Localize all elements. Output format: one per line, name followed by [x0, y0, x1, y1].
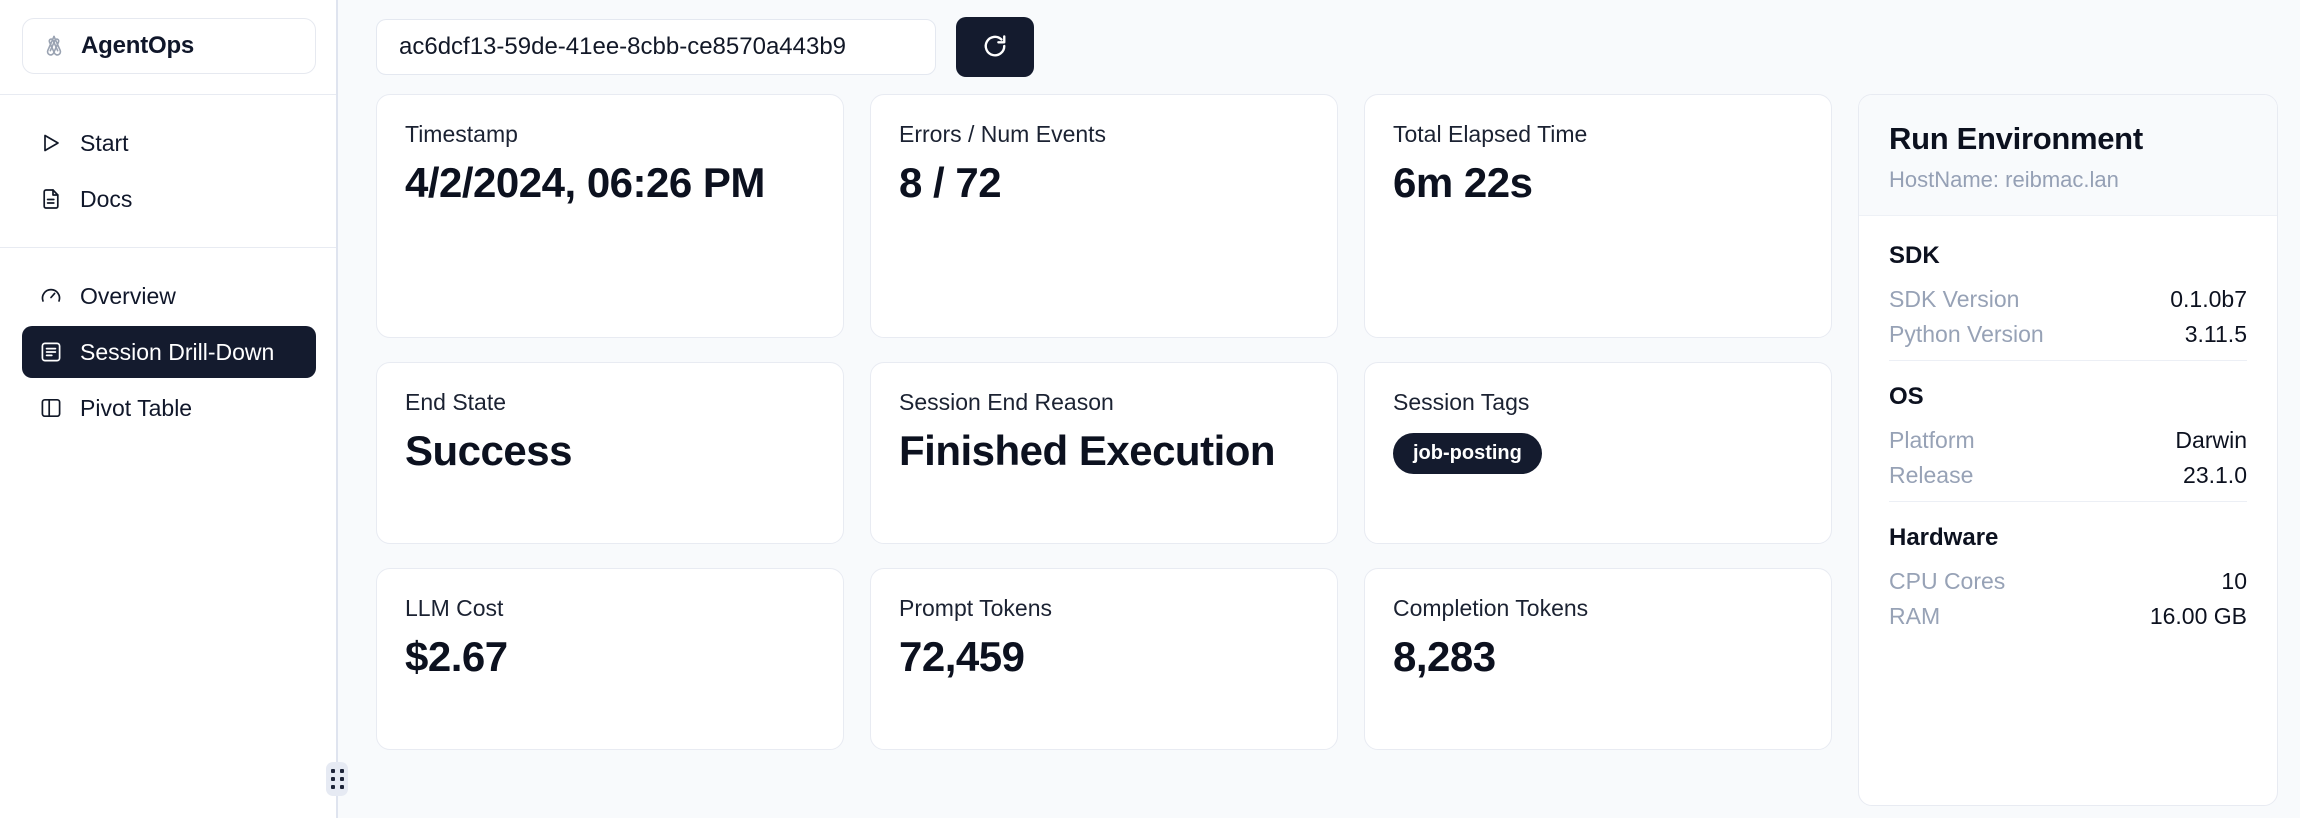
env-value: 16.00 GB	[2149, 603, 2247, 629]
card-value: 8,283	[1393, 632, 1496, 680]
card-row-2: End State Success Session End Reason Fin…	[376, 362, 1832, 544]
env-section-sdk: SDK SDK Version 0.1.0b7 Python Version 3…	[1889, 220, 2247, 360]
card-label: LLM Cost	[405, 595, 504, 621]
sidebar-item-label: Start	[80, 129, 129, 156]
env-key: Release	[1889, 462, 1974, 488]
env-key: CPU Cores	[1889, 568, 2006, 594]
sidebar-divider-mid	[0, 247, 338, 248]
brand-logo-button[interactable]: AgentOps	[22, 18, 316, 74]
card-label: Errors / Num Events	[899, 121, 1107, 147]
card-label: Session Tags	[1393, 389, 1530, 415]
card-end-state: End State Success	[376, 362, 844, 544]
card-label: Session End Reason	[899, 389, 1114, 415]
grip-dots-icon	[330, 769, 344, 789]
brand-container: AgentOps	[0, 0, 338, 74]
env-row: RAM 16.00 GB	[1889, 599, 2247, 634]
brand-name: AgentOps	[81, 32, 195, 59]
sidebar-resize-grip[interactable]	[326, 762, 348, 796]
card-row-1: Timestamp 4/2/2024, 06:26 PM Errors / Nu…	[376, 94, 1832, 338]
env-key: Python Version	[1889, 321, 2044, 347]
card-session-tags: Session Tags job-posting	[1364, 362, 1832, 544]
paperclips-logo-icon	[41, 33, 67, 59]
toolbar	[376, 14, 2278, 80]
env-key: SDK Version	[1889, 286, 2020, 312]
card-total-elapsed-time: Total Elapsed Time 6m 22s	[1364, 94, 1832, 338]
sidebar-item-session-drill-down[interactable]: Session Drill-Down	[22, 326, 316, 378]
sidebar-item-docs[interactable]: Docs	[22, 173, 316, 225]
env-row: Platform Darwin	[1889, 423, 2247, 458]
refresh-cw-icon	[980, 31, 1010, 64]
content-area: Timestamp 4/2/2024, 06:26 PM Errors / Nu…	[376, 80, 2278, 818]
run-environment-title: Run Environment	[1889, 121, 2143, 156]
env-section-title: SDK	[1889, 242, 1940, 269]
card-label: End State	[405, 389, 507, 415]
card-label: Total Elapsed Time	[1393, 121, 1588, 147]
play-triangle-icon	[38, 130, 64, 156]
session-id-input[interactable]	[376, 19, 936, 75]
sidebar-item-start[interactable]: Start	[22, 117, 316, 169]
env-value: 0.1.0b7	[2170, 286, 2247, 312]
env-key: RAM	[1889, 603, 1941, 629]
card-timestamp: Timestamp 4/2/2024, 06:26 PM	[376, 94, 844, 338]
card-completion-tokens: Completion Tokens 8,283	[1364, 568, 1832, 750]
refresh-button[interactable]	[956, 17, 1034, 77]
card-session-end-reason: Session End Reason Finished Execution	[870, 362, 1338, 544]
gauge-icon	[38, 283, 64, 309]
panel-split-icon	[38, 395, 64, 421]
run-environment-hostname: HostName: reibmac.lan	[1889, 167, 2119, 192]
env-value: Darwin	[2175, 427, 2247, 453]
env-value: 3.11.5	[2184, 321, 2247, 347]
card-label: Timestamp	[405, 121, 518, 147]
card-row-3: LLM Cost $2.67 Prompt Tokens 72,459 Comp…	[376, 568, 1832, 750]
env-key: Platform	[1889, 427, 1975, 453]
env-section-title: Hardware	[1889, 524, 1999, 551]
sidebar-item-label: Overview	[80, 282, 176, 309]
document-text-icon	[38, 186, 64, 212]
tag-list: job-posting	[1393, 432, 1803, 474]
nav-group-primary: Start Docs	[0, 95, 338, 225]
env-section-os: OS Platform Darwin Release 23.1.0	[1889, 360, 2247, 501]
env-value: 10	[2221, 568, 2247, 594]
run-environment-body: SDK SDK Version 0.1.0b7 Python Version 3…	[1859, 216, 2277, 666]
card-label: Completion Tokens	[1393, 595, 1589, 621]
list-square-icon	[38, 339, 64, 365]
env-value: 23.1.0	[2183, 462, 2247, 488]
sidebar-item-overview[interactable]: Overview	[22, 270, 316, 322]
sidebar-divider-top	[0, 94, 338, 95]
card-value: $2.67	[405, 632, 508, 680]
sidebar: AgentOps Start Docs	[0, 0, 348, 818]
env-row: SDK Version 0.1.0b7	[1889, 282, 2247, 317]
env-row: CPU Cores 10	[1889, 564, 2247, 599]
sidebar-item-label: Docs	[80, 185, 133, 212]
env-row: Release 23.1.0	[1889, 458, 2247, 493]
card-label: Prompt Tokens	[899, 595, 1052, 621]
card-value: Finished Execution	[899, 426, 1276, 474]
card-errors-num-events: Errors / Num Events 8 / 72	[870, 94, 1338, 338]
card-value: 8 / 72	[899, 158, 1002, 206]
card-value: 72,459	[899, 632, 1025, 680]
sidebar-item-pivot-table[interactable]: Pivot Table	[22, 382, 316, 434]
env-section-hardware: Hardware CPU Cores 10 RAM 16.00 GB	[1889, 501, 2247, 642]
run-environment-panel: Run Environment HostName: reibmac.lan SD…	[1858, 94, 2278, 806]
nav-group-secondary: Overview Session Drill-Down	[0, 248, 338, 434]
env-row: Python Version 3.11.5	[1889, 317, 2247, 352]
card-value: Success	[405, 426, 572, 474]
sidebar-resize-bar[interactable]	[336, 0, 338, 818]
main-content: Timestamp 4/2/2024, 06:26 PM Errors / Nu…	[338, 0, 2300, 818]
metric-cards-grid: Timestamp 4/2/2024, 06:26 PM Errors / Nu…	[376, 94, 1832, 818]
card-value: 4/2/2024, 06:26 PM	[405, 158, 765, 206]
card-llm-cost: LLM Cost $2.67	[376, 568, 844, 750]
sidebar-item-label: Pivot Table	[80, 394, 193, 421]
card-prompt-tokens: Prompt Tokens 72,459	[870, 568, 1338, 750]
env-section-title: OS	[1889, 383, 1924, 410]
status-badge[interactable]: job-posting	[1393, 432, 1542, 474]
sidebar-item-label: Session Drill-Down	[80, 338, 275, 365]
run-environment-header: Run Environment HostName: reibmac.lan	[1859, 95, 2277, 216]
card-value: 6m 22s	[1393, 158, 1533, 206]
